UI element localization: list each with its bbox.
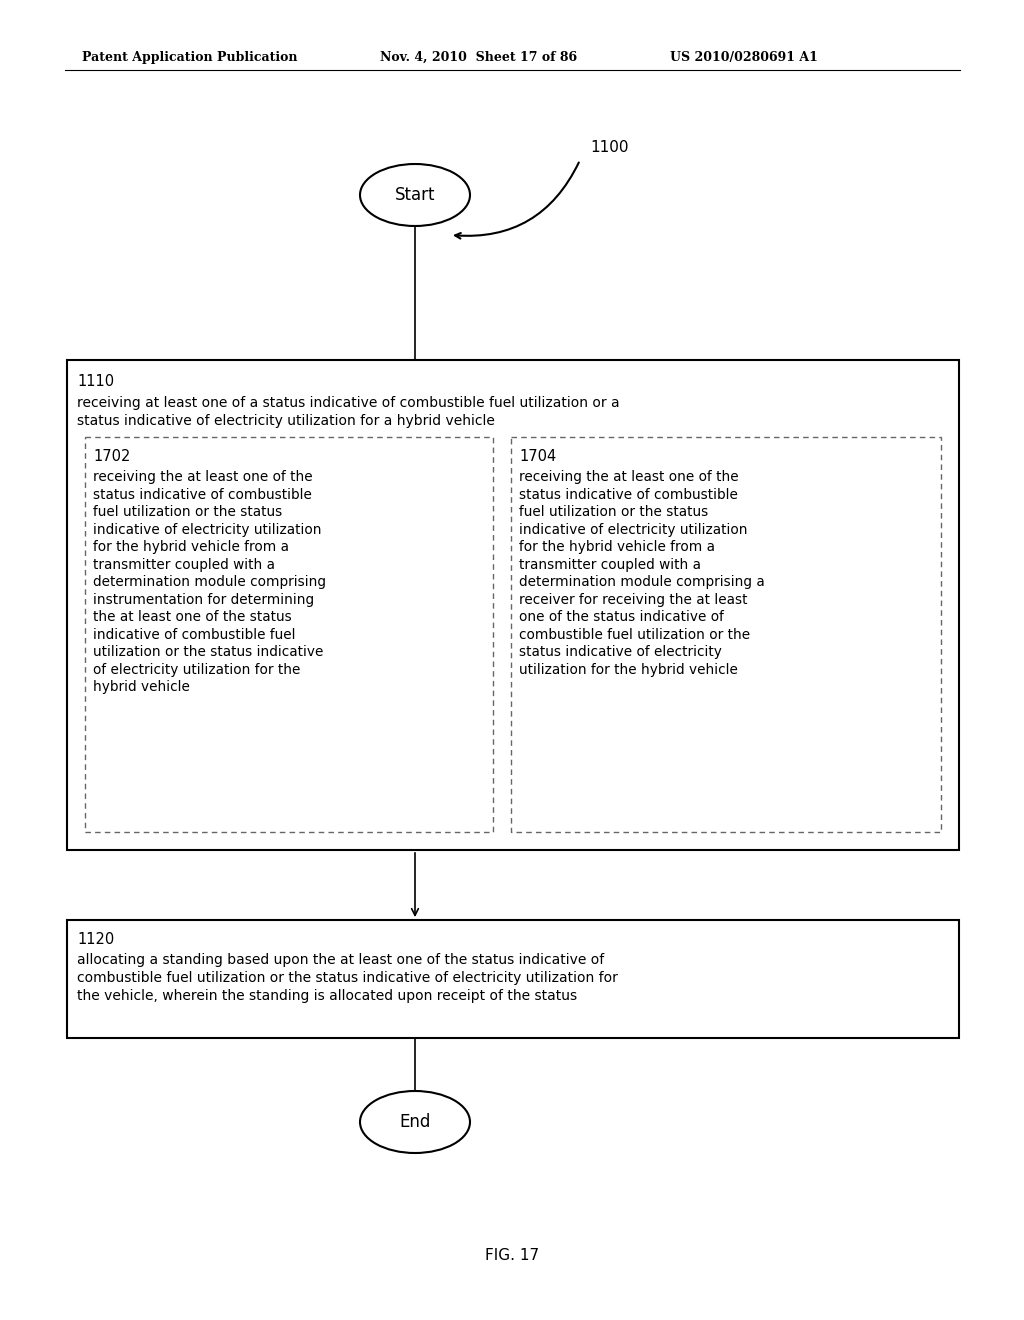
Text: Start: Start: [394, 186, 435, 205]
Text: 1702: 1702: [93, 449, 130, 465]
Text: 1100: 1100: [590, 140, 629, 154]
Bar: [85, 437, 493, 832]
Text: Patent Application Publication: Patent Application Publication: [82, 50, 298, 63]
Text: FIG. 17: FIG. 17: [485, 1247, 539, 1262]
Text: End: End: [399, 1113, 431, 1131]
Text: allocating a standing based upon the at least one of the status indicative of
co: allocating a standing based upon the at …: [77, 953, 617, 1003]
Bar: [67, 360, 959, 850]
Text: receiving the at least one of the
status indicative of combustible
fuel utilizat: receiving the at least one of the status…: [519, 470, 765, 677]
Text: US 2010/0280691 A1: US 2010/0280691 A1: [670, 50, 818, 63]
Text: 1704: 1704: [519, 449, 556, 465]
Text: 1110: 1110: [77, 374, 114, 389]
Text: receiving the at least one of the
status indicative of combustible
fuel utilizat: receiving the at least one of the status…: [93, 470, 326, 694]
Text: Nov. 4, 2010  Sheet 17 of 86: Nov. 4, 2010 Sheet 17 of 86: [380, 50, 578, 63]
Bar: [511, 437, 941, 832]
Text: receiving at least one of a status indicative of combustible fuel utilization or: receiving at least one of a status indic…: [77, 396, 620, 428]
Bar: [67, 920, 959, 1038]
Text: 1120: 1120: [77, 932, 115, 946]
